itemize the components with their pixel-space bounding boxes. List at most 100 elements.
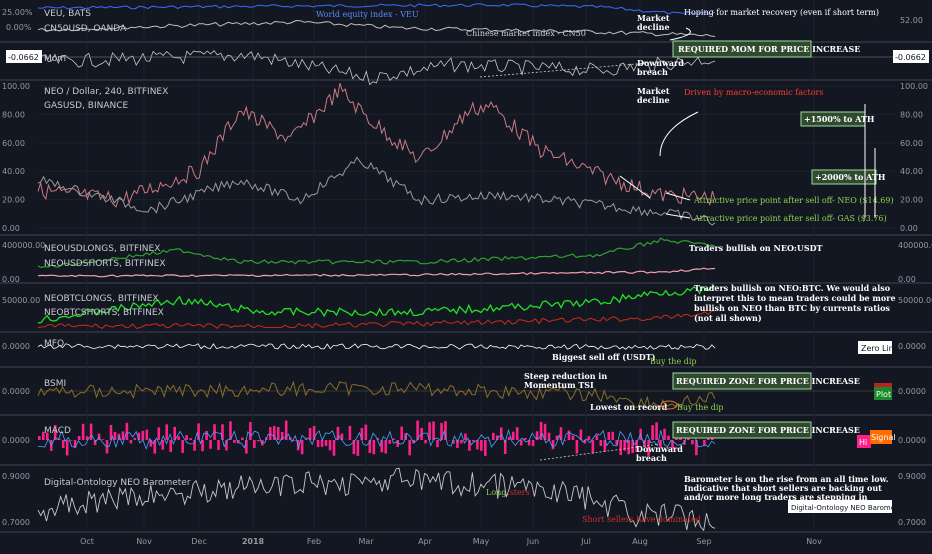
x-tick-3: 2018 xyxy=(242,537,265,546)
macd-hist-bar xyxy=(165,424,168,440)
macd-hist-bar xyxy=(588,436,591,440)
macd-hist-bar xyxy=(173,427,176,440)
x-tick-0: Oct xyxy=(80,537,94,546)
macd-hist-bar xyxy=(313,426,316,440)
x-tick-8: Jun xyxy=(526,537,540,546)
macd-hist-bar xyxy=(516,427,519,440)
panel8-y-tick-1: 0.7000 xyxy=(2,518,30,527)
macd-label: MACD xyxy=(44,426,71,436)
signal-badge: Signal xyxy=(871,433,896,442)
macd-hist-bar xyxy=(440,423,443,440)
macd-hist-bar xyxy=(130,440,133,443)
main-y-tick-2: 60.00 xyxy=(2,139,25,148)
macd-hist-bar xyxy=(102,439,105,440)
main-right-y-tick-4: 20.00 xyxy=(900,196,923,205)
main-right-y-tick-0: 100.00 xyxy=(900,82,928,91)
macd-hist-bar xyxy=(388,440,391,444)
mom-right-badge: -0.0662 xyxy=(895,53,926,62)
x-tick-9: Jul xyxy=(580,537,591,546)
macd-hist-bar xyxy=(269,427,272,440)
panel7-y-tick-0: 0.0000 xyxy=(2,436,30,445)
note-required-zone-2: REQUIRED ZONE FOR PRICE INCREASE xyxy=(676,425,860,435)
macd-hist-bar xyxy=(424,440,427,443)
macd-hist-bar xyxy=(596,435,599,440)
bsmi-label: BSMI xyxy=(44,379,66,389)
panel3-right-y-tick-0: 400000.00 xyxy=(898,241,932,250)
macd-hist-bar xyxy=(277,427,280,440)
note-long: Long xyxy=(486,488,506,497)
panel6-y-tick-0: 0.0000 xyxy=(2,387,30,396)
macd-hist-bar xyxy=(349,426,352,440)
plot-badge-top xyxy=(874,383,892,387)
macd-hist-bar xyxy=(209,440,212,449)
macd-hist-bar xyxy=(536,431,539,440)
macd-hist-bar xyxy=(400,427,403,440)
note-downward-2b: breach xyxy=(636,453,667,463)
macd-hist-bar xyxy=(691,440,694,444)
macd-hist-bar xyxy=(592,440,595,454)
veu-series-label: VEU, BATS xyxy=(44,9,91,19)
macd-hist-bar xyxy=(432,421,435,440)
world-right-tick-0: 52.00 xyxy=(900,16,923,25)
zero-line-badge: Zero Line xyxy=(861,344,899,353)
macd-hist-bar xyxy=(177,436,180,440)
panel3-y-tick-0: 400000.00 xyxy=(2,241,45,250)
x-tick-12: Nov xyxy=(806,537,822,546)
macd-hist-bar xyxy=(62,440,65,448)
macd-hist-bar xyxy=(568,431,571,440)
barometer-label: Digital-Ontology NEO Barometer xyxy=(44,478,191,488)
macd-hist-bar xyxy=(480,440,483,451)
macd-hist-bar xyxy=(114,432,117,440)
macd-hist-bar xyxy=(627,440,630,454)
main-y-tick-5: 0.00 xyxy=(2,224,20,233)
macd-hist-bar xyxy=(205,431,208,440)
note-short-dom: Short sellers have dominated xyxy=(582,515,701,524)
macd-hist-bar xyxy=(500,428,503,440)
macd-hist-bar xyxy=(181,440,184,453)
mfo-label: MFO xyxy=(44,339,64,349)
macd-hist-bar xyxy=(464,433,467,440)
macd-hist-bar xyxy=(146,430,149,440)
panel8-right-y-tick-1: 0.7000 xyxy=(898,518,926,527)
macd-hist-bar xyxy=(600,440,603,446)
macd-hist-bar xyxy=(619,440,622,455)
note-baro-3: and/or more long traders are stepping in xyxy=(684,492,868,502)
x-tick-4: Feb xyxy=(307,537,321,546)
macd-hist-bar xyxy=(305,439,308,440)
note-required-zone-1: REQUIRED ZONE FOR PRICE INCREASE xyxy=(676,376,860,386)
macd-hist-bar xyxy=(572,436,575,440)
macd-hist-bar xyxy=(384,440,387,453)
macd-hist-bar xyxy=(78,436,81,440)
neousd-longs-label: NEOUSDLONGS, BITFINEX xyxy=(44,244,160,254)
macd-hist-bar xyxy=(233,440,236,443)
gas-price-line xyxy=(38,157,715,225)
panel6-right-y-tick-0: 0.0000 xyxy=(898,387,926,396)
world-pct-tick-1: 0.00% xyxy=(6,23,32,32)
macd-hist-bar xyxy=(476,440,479,449)
macd-hist-bar xyxy=(392,439,395,440)
macd-hist-bar xyxy=(325,440,328,446)
macd-hist-bar xyxy=(329,440,332,450)
barometer-badge: Digital-Ontology NEO Barometer xyxy=(791,504,905,512)
note-bullish-usdt: Traders bullish on NEO:USDT xyxy=(689,243,823,253)
x-tick-1: Nov xyxy=(136,537,152,546)
panel8-y-tick-0: 0.9000 xyxy=(2,472,30,481)
macd-hist-bar xyxy=(157,427,160,440)
macd-hist-bar xyxy=(321,440,324,447)
macd-hist-bar xyxy=(38,436,41,440)
main-y-tick-3: 40.00 xyxy=(2,167,25,176)
note-neo-point: Attractive price point after sell off- N… xyxy=(693,196,894,205)
note-market-decline-1b: decline xyxy=(637,22,670,32)
macd-hist-bar xyxy=(524,438,527,440)
cn50-overlay-label: Chinese market index - CN50 xyxy=(466,29,586,38)
neobtc-longs-label: NEOBTCLONGS, BITFINEX xyxy=(44,294,159,304)
world-pct-tick-0: 25.00% xyxy=(2,8,33,17)
macd-hist-bar xyxy=(408,440,411,455)
macd-hist-bar xyxy=(241,438,244,440)
panel5-y-tick-0: 0.0000 xyxy=(2,342,30,351)
macd-hist-bar xyxy=(651,425,654,440)
main-right-y-tick-1: 80.00 xyxy=(900,110,923,119)
macd-hist-bar xyxy=(436,440,439,447)
